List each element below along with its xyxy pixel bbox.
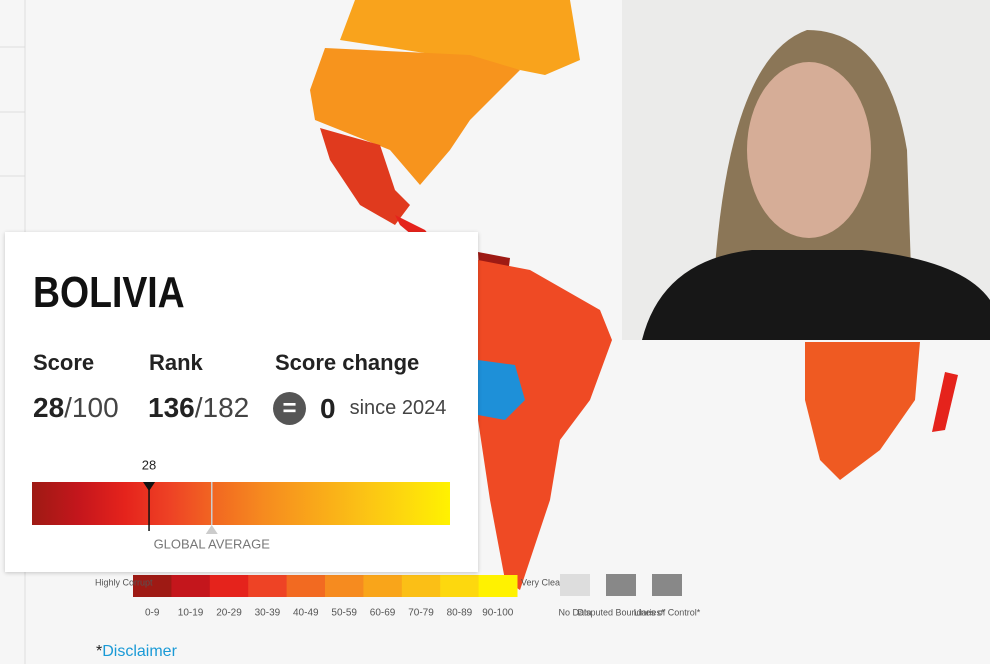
change-value: 0 [320, 392, 336, 424]
bolivia [478, 360, 525, 420]
rank: 136/182 [148, 392, 249, 424]
legend-extra-label: No Data [558, 607, 591, 617]
score-gradient [32, 482, 450, 525]
legend-extra-swatch [606, 574, 636, 596]
global-average-marker [205, 525, 218, 534]
legend-swatch [401, 575, 441, 597]
legend-extra-swatch [560, 574, 590, 596]
disclaimer-link[interactable]: Disclaimer [102, 643, 177, 660]
canada [340, 0, 580, 75]
legend-bin-label: 80-89 [447, 608, 473, 619]
score-label: Score [33, 350, 95, 375]
rank-label: Rank [149, 350, 203, 375]
score-value: 28 [33, 392, 65, 423]
disclaimer-star: * [96, 643, 103, 660]
legend-swatch [248, 575, 288, 597]
country-card: BOLIVIA Score Rank Score change 28/100 1… [5, 232, 478, 572]
map-legend: 0-9 10-19 20-29 30-39 40-49 50-59 60-69 70-79 80… [95, 574, 701, 619]
score-suffix: /100 [64, 392, 119, 423]
legend-bin-label: 90-100 [482, 608, 514, 619]
legend-bin-label: 40-49 [293, 608, 319, 619]
legend-swatch [363, 575, 403, 597]
global-average-label: GLOBAL AVERAGE [154, 536, 271, 551]
disclaimer[interactable]: *Disclaimer [96, 643, 177, 661]
legend-swatch [478, 575, 518, 597]
change-icon: = [273, 392, 306, 425]
country-name: BOLIVIA [33, 268, 185, 317]
webcam-image [622, 0, 990, 340]
legend-bin-label: 20-29 [216, 608, 242, 619]
rank-suffix: /182 [194, 392, 250, 423]
legend-bin-label: 50-59 [331, 608, 357, 619]
madagascar [932, 372, 958, 432]
rank-value: 136 [148, 392, 195, 423]
change: = 0 since 2024 [273, 392, 446, 425]
change-label: Score change [275, 350, 420, 375]
legend-extra-label: Lines of Control* [634, 607, 701, 617]
score-bar: GLOBAL AVERAGE 28 [32, 457, 450, 551]
legend-bin-label: 0-9 [145, 608, 160, 619]
legend-bin-label: 60-69 [370, 608, 396, 619]
legend-swatch [133, 575, 172, 597]
legend-extra-swatch [652, 574, 682, 596]
score: 28/100 [33, 392, 119, 424]
legend-bin-label: 70-79 [408, 608, 434, 619]
change-since: since 2024 [349, 397, 447, 419]
south-america [478, 260, 612, 590]
legend-swatch [325, 575, 364, 597]
africa [805, 342, 920, 480]
legend-bin-label: 30-39 [255, 608, 281, 619]
legend-swatch [171, 575, 211, 597]
score-marker-label: 28 [142, 457, 156, 472]
mexico [320, 128, 410, 225]
video-feed [622, 0, 990, 340]
legend-high-label: Very Clean [521, 577, 565, 587]
legend-bin-label: 10-19 [178, 608, 204, 619]
legend-swatch [440, 575, 480, 597]
legend-extra-label: Disputed Boundaries* [577, 607, 665, 617]
score-marker [143, 482, 156, 491]
legend-low-label: Highly Corrupt [95, 577, 153, 587]
usa [310, 48, 520, 185]
legend-swatch [286, 575, 326, 597]
legend-swatch [209, 575, 249, 597]
